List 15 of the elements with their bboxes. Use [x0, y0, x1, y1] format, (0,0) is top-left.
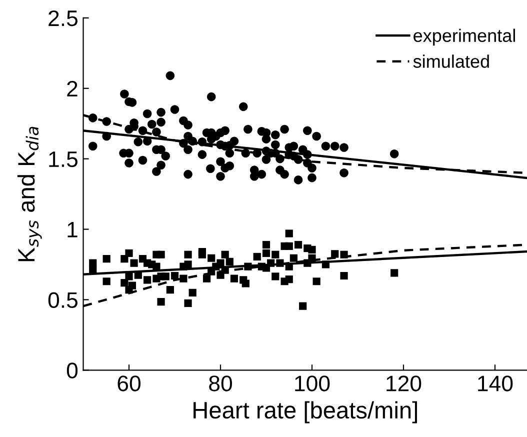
x-tick-label: 120: [386, 376, 422, 392]
x-tick-label: 60: [118, 376, 141, 392]
x-tick-label: 80: [209, 376, 232, 392]
y-tick-label: 0.5: [48, 292, 78, 308]
y-axis-title: K$_{sys}$ and K$_{dia}$: [17, 126, 42, 262]
y-tick-label: 1: [68, 222, 78, 238]
legend-label: experimental: [414, 28, 515, 46]
x-tick-label: 140: [478, 376, 513, 392]
legend-label: simulated: [413, 54, 489, 68]
x-tick-label: 100: [295, 376, 330, 392]
x-axis-title: Heart rate [beats/min]: [194, 401, 417, 424]
y-tick-label: 0: [66, 362, 78, 378]
y-tick-label: 2.5: [48, 10, 78, 26]
y-tick-label: 1.5: [49, 152, 78, 168]
y-tick-label: 2: [67, 80, 78, 96]
